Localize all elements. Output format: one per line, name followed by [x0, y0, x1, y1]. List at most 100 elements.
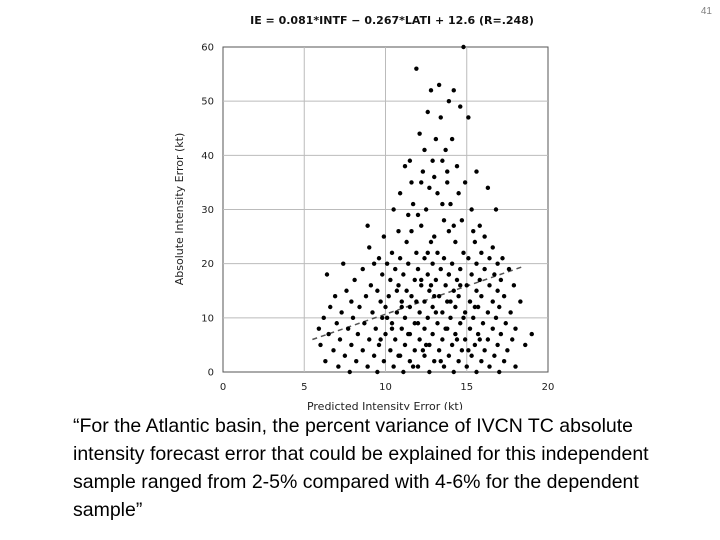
data-point [458, 266, 463, 272]
data-point [414, 250, 419, 256]
data-point [410, 201, 416, 207]
data-point [469, 207, 474, 212]
y-axis-label: Absolute Intensity Error (kt) [173, 133, 186, 286]
data-point [381, 358, 387, 364]
data-point [433, 310, 439, 315]
data-point [412, 277, 417, 283]
data-point [396, 283, 401, 288]
data-point [511, 283, 517, 288]
data-point [397, 191, 403, 196]
data-point [464, 283, 469, 288]
data-point [423, 342, 429, 348]
data-point [487, 283, 492, 288]
data-point [376, 342, 382, 348]
data-point [384, 261, 390, 266]
data-point [357, 304, 362, 310]
data-point [419, 223, 424, 228]
data-point [328, 304, 333, 310]
data-point [503, 321, 508, 326]
data-point [401, 272, 406, 277]
data-point [417, 131, 422, 136]
data-point [458, 321, 463, 326]
y-tick-label: 30 [201, 205, 214, 216]
x-tick-labels: 0 5 10 15 20 [220, 382, 555, 393]
data-point [389, 250, 395, 256]
data-point [441, 364, 447, 369]
data-point [435, 321, 440, 326]
data-point [492, 272, 497, 277]
data-point [513, 364, 518, 369]
data-point [458, 104, 463, 109]
data-point [370, 310, 375, 315]
data-point [448, 299, 453, 304]
data-point [422, 299, 427, 304]
data-point [430, 331, 435, 337]
data-point [480, 321, 486, 326]
data-point [446, 98, 452, 104]
data-point [482, 348, 487, 353]
data-point [406, 331, 411, 337]
data-point [459, 218, 465, 223]
data-point [425, 109, 430, 115]
data-point [490, 245, 495, 250]
data-point [402, 342, 408, 348]
y-tick-label: 10 [201, 313, 214, 324]
data-point [373, 326, 378, 331]
data-point [493, 207, 499, 212]
data-point [462, 180, 468, 185]
data-point [324, 272, 330, 277]
data-point [394, 310, 400, 315]
data-point [399, 304, 404, 310]
data-point [321, 315, 326, 321]
data-point [482, 266, 487, 272]
data-point [432, 293, 437, 299]
data-point [485, 337, 491, 342]
data-point [430, 158, 435, 163]
data-point [433, 136, 439, 142]
data-point [449, 261, 455, 266]
data-point [384, 315, 390, 321]
data-point [414, 299, 419, 304]
data-point [344, 288, 349, 293]
data-point [443, 326, 448, 331]
data-point [474, 288, 479, 293]
data-point [420, 169, 426, 174]
data-point [505, 348, 510, 353]
data-point [436, 82, 442, 88]
data-point [461, 44, 466, 50]
data-point [448, 315, 453, 321]
data-point [428, 283, 434, 288]
data-point [508, 310, 513, 315]
data-point [495, 261, 500, 266]
x-axis-label: Predicted Intensity Error (kt) [307, 400, 463, 410]
data-point [415, 266, 421, 272]
data-point [472, 342, 478, 348]
data-point [479, 293, 484, 299]
data-point [350, 315, 356, 321]
data-point [498, 331, 504, 337]
data-point [422, 147, 427, 153]
data-point [449, 136, 455, 142]
data-point [448, 201, 453, 207]
data-point [368, 283, 374, 288]
data-point [380, 272, 385, 277]
data-point [422, 353, 427, 358]
data-point [471, 228, 476, 234]
data-point [428, 239, 434, 245]
data-point [440, 337, 445, 342]
y-tick-label: 20 [201, 259, 214, 270]
data-point [456, 191, 461, 196]
data-point [428, 88, 434, 93]
data-point [371, 261, 377, 266]
data-point [432, 358, 437, 364]
data-point [461, 315, 466, 321]
scatter-chart: IE = 0.081*INTF − 0.267*LATI + 12.6 (R=.… [173, 14, 555, 410]
data-point [425, 250, 430, 256]
data-point [342, 353, 348, 358]
data-point [482, 234, 487, 239]
data-point [331, 348, 336, 353]
x-tick-label: 20 [542, 382, 555, 393]
data-point [334, 321, 339, 326]
data-point [376, 256, 382, 261]
data-point [454, 163, 460, 169]
